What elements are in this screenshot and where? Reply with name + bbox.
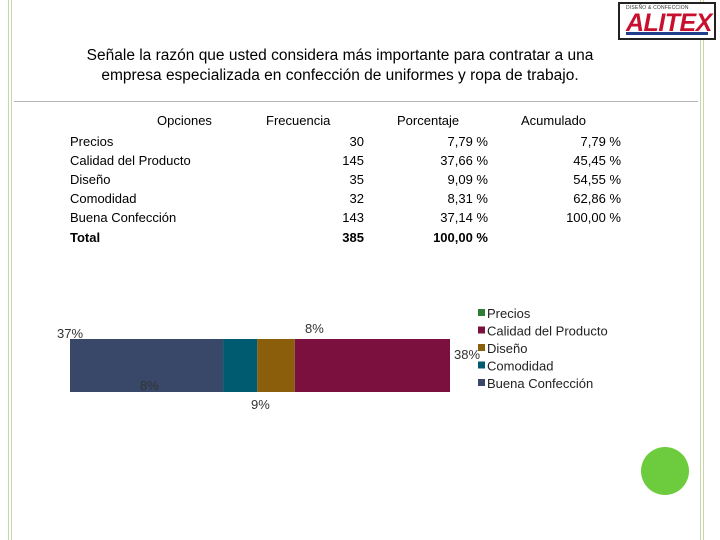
row-option: Diseño	[70, 172, 111, 187]
row-frequency: 30	[349, 134, 364, 149]
total-label: Total	[70, 230, 101, 245]
row-percent: 7,79 %	[447, 134, 488, 149]
row-frequency: 35	[349, 172, 364, 187]
row-option: Calidad del Producto	[70, 153, 191, 168]
title-line-2: empresa especializada en confección de u…	[101, 67, 579, 84]
pie-slice	[70, 339, 224, 392]
left-border-line	[8, 0, 9, 540]
page-title: Señale la razón que usted considera más …	[20, 46, 660, 86]
pie-data-label: 8%	[305, 321, 324, 336]
row-percent: 9,09 %	[447, 172, 488, 187]
legend-swatch	[478, 309, 485, 316]
row-cumulative: 54,55 %	[573, 172, 621, 187]
header-frequency: Frecuencia	[266, 113, 331, 128]
legend-label: Precios	[487, 306, 531, 321]
header-options: Opciones	[157, 113, 212, 128]
pie-slice	[294, 339, 450, 392]
row-frequency: 32	[349, 191, 364, 206]
pie-data-label: 37%	[57, 326, 83, 341]
row-percent: 37,66 %	[440, 153, 488, 168]
left-border-line-inner	[11, 0, 12, 540]
row-option: Comodidad	[70, 191, 137, 206]
logo-stripe	[626, 32, 708, 35]
right-border-line	[700, 0, 701, 540]
alitex-logo: DISEÑO & CONFECCION ALITEX	[618, 2, 716, 40]
decorative-green-circle	[641, 447, 689, 495]
right-border-line-inner	[703, 0, 704, 540]
row-percent: 37,14 %	[440, 210, 488, 225]
title-separator	[14, 101, 698, 102]
logo-tagline: DISEÑO & CONFECCION	[626, 5, 689, 11]
legend-label: Diseño	[487, 341, 527, 356]
legend-swatch	[478, 326, 485, 334]
row-percent: 8,31 %	[447, 191, 488, 206]
legend-swatch	[478, 361, 485, 369]
header-cumulative: Acumulado	[521, 113, 587, 128]
legend-label: Comodidad	[487, 359, 554, 374]
row-cumulative: 7,79 %	[580, 134, 621, 149]
pie-slice	[223, 339, 258, 392]
logo-text: ALITEX	[626, 9, 712, 37]
header-percent: Porcentaje	[397, 113, 460, 128]
row-option: Precios	[70, 134, 114, 149]
row-cumulative: 45,45 %	[573, 153, 621, 168]
total-percent: 100,00 %	[433, 230, 488, 245]
pie-data-label: 38%	[454, 347, 480, 362]
pie-data-label: 8%	[140, 378, 159, 393]
legend-swatch	[478, 344, 485, 351]
legend-swatch	[478, 379, 485, 386]
row-frequency: 145	[342, 153, 364, 168]
row-cumulative: 62,86 %	[573, 191, 621, 206]
legend-label: Buena Confección	[487, 376, 593, 391]
legend-label: Calidad del Producto	[487, 324, 608, 339]
row-option: Buena Confección	[70, 210, 177, 225]
row-frequency: 143	[342, 210, 364, 225]
pie-data-label: 9%	[251, 397, 270, 412]
row-cumulative: 100,00 %	[566, 210, 621, 225]
total-frequency: 385	[342, 230, 364, 245]
pie-slice	[257, 339, 295, 392]
title-line-1: Señale la razón que usted considera más …	[86, 47, 594, 64]
